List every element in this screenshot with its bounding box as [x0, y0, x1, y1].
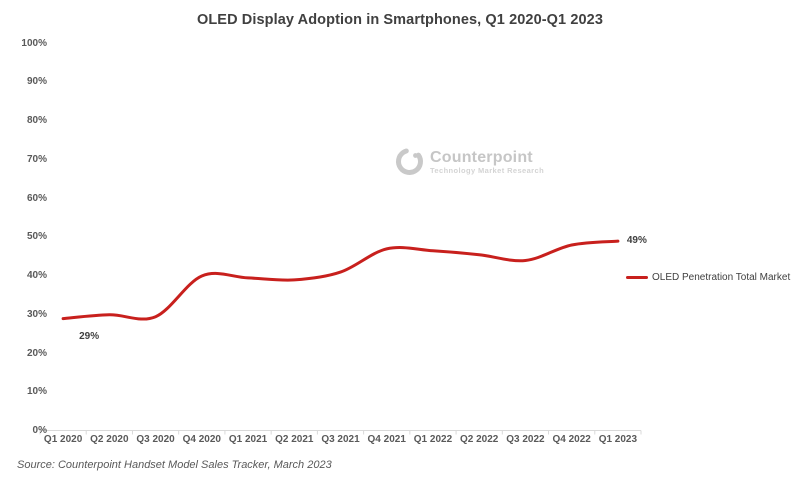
x-axis-tick-label: Q4 2020 — [182, 434, 221, 445]
y-axis-tick-label: 0% — [32, 425, 47, 436]
y-axis-tick-label: 60% — [26, 192, 47, 204]
x-axis-tick-label: Q2 2020 — [90, 434, 129, 445]
x-axis-tick-label: Q3 2022 — [506, 434, 545, 445]
y-axis-tick-label: 50% — [26, 231, 47, 243]
legend-line-swatch — [626, 276, 648, 279]
x-axis-tick-label: Q1 2021 — [228, 434, 268, 445]
y-axis-tick-label: 80% — [26, 115, 47, 126]
x-axis-tick-label: Q2 2022 — [460, 434, 499, 445]
chart-legend: OLED Penetration Total Market — [626, 272, 790, 283]
legend-series-label: OLED Penetration Total Market — [652, 272, 791, 283]
x-axis-tick-label: Q4 2021 — [367, 434, 406, 445]
x-axis-tick-label: Q1 2022 — [413, 434, 453, 445]
y-axis-tick-label: 100% — [21, 37, 47, 49]
x-axis-tick-label: Q3 2020 — [136, 434, 175, 445]
y-axis-tick-label: 30% — [26, 308, 47, 320]
x-axis-tick-label: Q1 2023 — [598, 434, 638, 445]
x-axis-tick-label: Q3 2021 — [321, 434, 360, 445]
source-note: Source: Counterpoint Handset Model Sales… — [17, 459, 332, 471]
data-point-label: 49% — [626, 235, 647, 247]
y-axis-tick-label: 40% — [26, 270, 47, 281]
data-point-label: 29% — [79, 330, 100, 342]
x-axis-tick-label: Q1 2020 — [43, 434, 83, 445]
y-axis-tick-label: 10% — [26, 386, 47, 398]
y-axis-tick-label: 20% — [26, 347, 47, 359]
x-axis-tick-label: Q4 2022 — [552, 434, 591, 445]
chart-title: OLED Display Adoption in Smartphones, Q1… — [196, 12, 604, 28]
x-axis-tick-label: Q2 2021 — [275, 434, 314, 445]
y-axis-tick-label: 90% — [26, 76, 47, 88]
y-axis-tick-label: 70% — [26, 153, 47, 165]
